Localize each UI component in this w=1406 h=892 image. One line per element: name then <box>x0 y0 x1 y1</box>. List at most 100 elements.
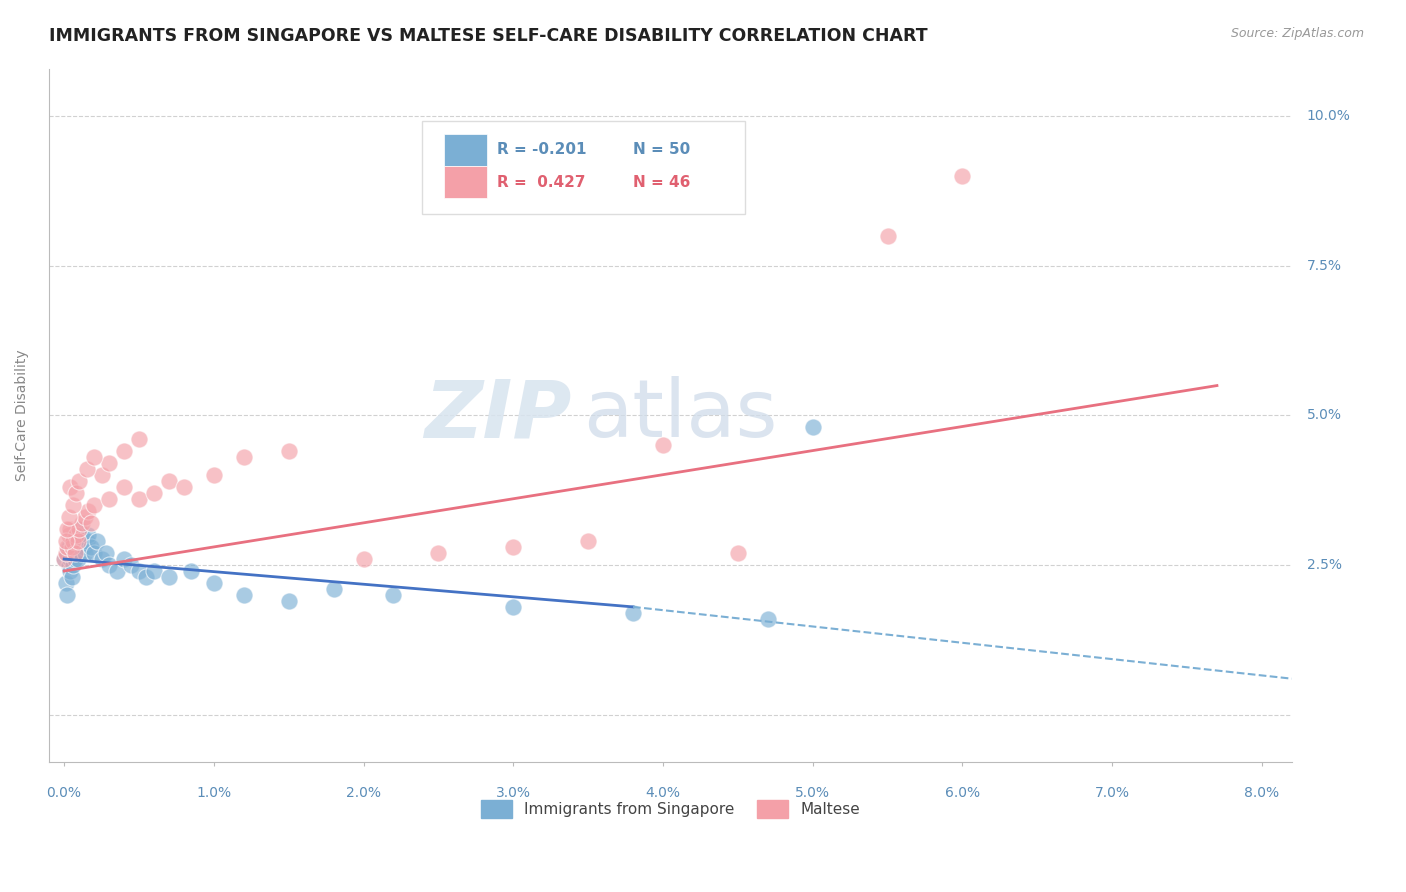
Text: IMMIGRANTS FROM SINGAPORE VS MALTESE SELF-CARE DISABILITY CORRELATION CHART: IMMIGRANTS FROM SINGAPORE VS MALTESE SEL… <box>49 27 928 45</box>
Point <box>65 486 87 500</box>
Point <box>277 444 299 458</box>
Point <box>76 534 98 549</box>
Text: 1.0%: 1.0% <box>197 787 232 800</box>
Point <box>322 582 344 596</box>
Point <box>55 534 77 549</box>
Point <box>86 534 108 549</box>
Point <box>65 528 87 542</box>
Point <box>121 558 143 572</box>
Point <box>67 522 90 536</box>
Point <box>67 522 90 536</box>
Point <box>353 552 375 566</box>
Point <box>180 564 202 578</box>
Point <box>66 552 89 566</box>
Point <box>112 552 135 566</box>
Point <box>66 528 89 542</box>
Point <box>382 588 405 602</box>
Point <box>62 534 84 549</box>
Point <box>952 169 974 184</box>
Point <box>652 438 675 452</box>
Point <box>98 492 121 507</box>
Point <box>65 546 87 560</box>
Point <box>202 468 225 483</box>
Text: 4.0%: 4.0% <box>645 787 681 800</box>
Point <box>801 420 824 434</box>
Point <box>58 540 80 554</box>
Point <box>72 540 94 554</box>
Text: 10.0%: 10.0% <box>1306 110 1351 123</box>
Text: N = 46: N = 46 <box>633 175 690 190</box>
Text: R =  0.427: R = 0.427 <box>496 175 585 190</box>
Point <box>77 504 100 518</box>
Text: 8.0%: 8.0% <box>1244 787 1279 800</box>
Point <box>58 510 80 524</box>
Point <box>53 552 76 566</box>
Point <box>62 534 84 549</box>
Point <box>90 552 112 566</box>
Point <box>69 540 91 554</box>
Point <box>63 528 86 542</box>
Point <box>105 564 128 578</box>
Point <box>90 468 112 483</box>
Point <box>232 450 254 465</box>
Point <box>83 498 105 512</box>
Point <box>83 450 105 465</box>
Point <box>65 540 87 554</box>
Text: 3.0%: 3.0% <box>496 787 531 800</box>
Point <box>55 576 77 591</box>
Point <box>112 480 135 494</box>
Text: 6.0%: 6.0% <box>945 787 980 800</box>
Text: 7.0%: 7.0% <box>1095 787 1129 800</box>
Point <box>77 528 100 542</box>
Point <box>576 534 599 549</box>
Point <box>75 546 97 560</box>
Point <box>112 444 135 458</box>
Point <box>502 540 524 554</box>
Point <box>69 546 91 560</box>
Point <box>67 534 90 549</box>
Point <box>80 540 103 554</box>
Point <box>62 498 84 512</box>
Point <box>56 540 79 554</box>
Text: 0.0%: 0.0% <box>46 787 82 800</box>
Point <box>173 480 195 494</box>
Y-axis label: Self-Care Disability: Self-Care Disability <box>15 350 30 482</box>
Point <box>59 480 82 494</box>
Point <box>157 475 180 489</box>
Point <box>60 540 83 554</box>
Point <box>128 433 150 447</box>
Text: 5.0%: 5.0% <box>1306 409 1341 423</box>
Text: R = -0.201: R = -0.201 <box>496 142 586 157</box>
Point <box>70 516 93 530</box>
FancyBboxPatch shape <box>444 134 486 166</box>
Point <box>56 522 79 536</box>
Point <box>56 546 79 560</box>
Point <box>502 599 524 614</box>
FancyBboxPatch shape <box>444 167 486 198</box>
Point <box>98 456 121 470</box>
Point <box>727 546 749 560</box>
Point <box>55 546 77 560</box>
Point <box>94 546 117 560</box>
Point <box>128 492 150 507</box>
Point <box>58 558 80 572</box>
Point <box>128 564 150 578</box>
Point <box>142 486 165 500</box>
Point <box>70 528 93 542</box>
Point <box>277 594 299 608</box>
Text: Source: ZipAtlas.com: Source: ZipAtlas.com <box>1230 27 1364 40</box>
FancyBboxPatch shape <box>422 120 745 214</box>
Point <box>98 558 121 572</box>
Point <box>83 546 105 560</box>
Legend: Immigrants from Singapore, Maltese: Immigrants from Singapore, Maltese <box>475 794 866 824</box>
Point <box>142 564 165 578</box>
Text: 5.0%: 5.0% <box>796 787 830 800</box>
Text: 2.5%: 2.5% <box>1306 558 1341 572</box>
Text: ZIP: ZIP <box>423 376 571 455</box>
Point <box>58 528 80 542</box>
Point <box>876 229 898 244</box>
Point <box>62 558 84 572</box>
Text: 2.0%: 2.0% <box>346 787 381 800</box>
Point <box>75 510 97 524</box>
Point <box>56 588 79 602</box>
